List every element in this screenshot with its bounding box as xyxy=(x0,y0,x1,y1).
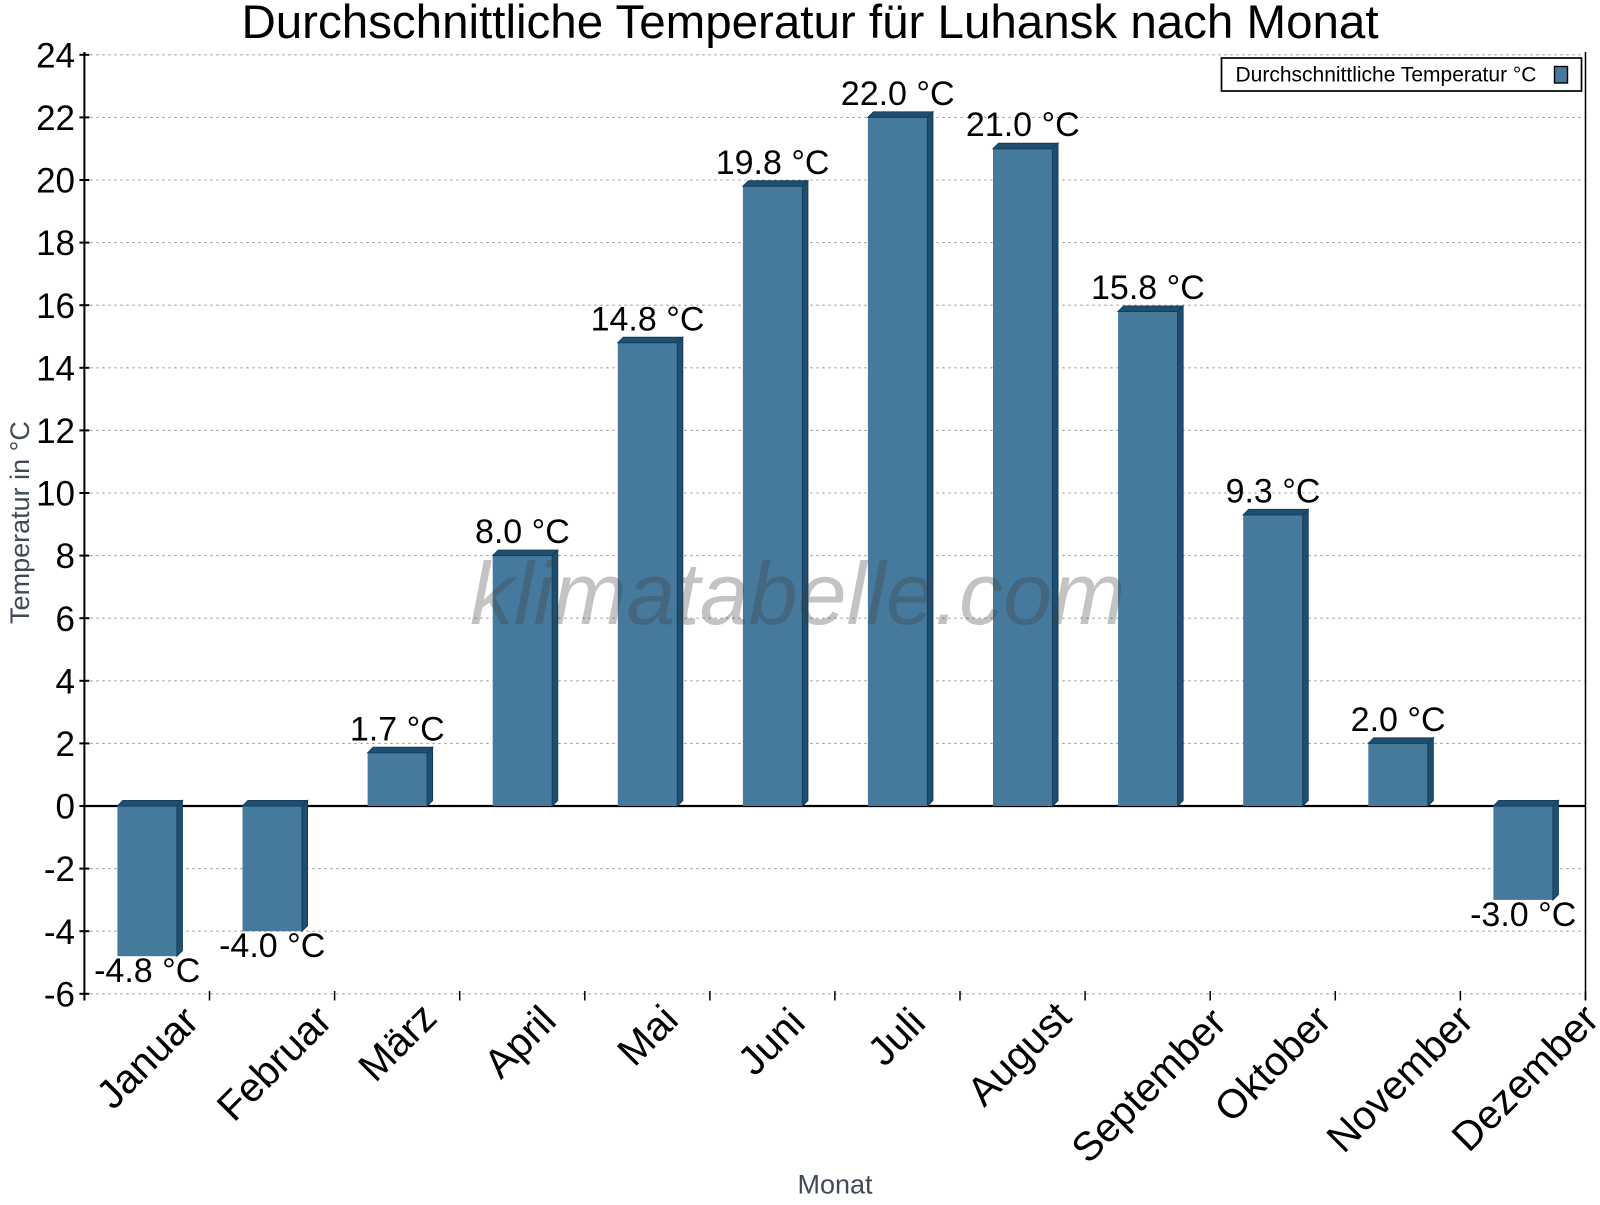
svg-text:0: 0 xyxy=(56,788,75,827)
svg-text:-4.0 °C: -4.0 °C xyxy=(219,927,325,965)
svg-text:10: 10 xyxy=(36,475,75,514)
svg-text:Temperatur in °C: Temperatur in °C xyxy=(5,421,35,624)
svg-text:Durchschnittliche Temperatur f: Durchschnittliche Temperatur für Luhansk… xyxy=(241,0,1378,49)
svg-text:2: 2 xyxy=(56,725,75,764)
svg-text:12: 12 xyxy=(36,412,75,451)
svg-text:14: 14 xyxy=(36,349,75,388)
svg-text:16: 16 xyxy=(36,287,75,326)
svg-text:20: 20 xyxy=(36,162,75,201)
svg-text:klimatabelle.com: klimatabelle.com xyxy=(470,544,1125,643)
svg-text:24: 24 xyxy=(36,36,75,75)
svg-text:8: 8 xyxy=(56,537,75,576)
svg-text:9.3 °C: 9.3 °C xyxy=(1226,472,1321,510)
svg-text:15.8 °C: 15.8 °C xyxy=(1091,269,1205,307)
svg-text:22.0 °C: 22.0 °C xyxy=(841,75,955,113)
svg-text:19.8 °C: 19.8 °C xyxy=(716,144,830,182)
svg-text:Durchschnittliche Temperatur °: Durchschnittliche Temperatur °C xyxy=(1236,64,1537,87)
svg-text:-6: -6 xyxy=(44,975,75,1014)
svg-text:21.0 °C: 21.0 °C xyxy=(966,106,1080,144)
svg-text:18: 18 xyxy=(36,224,75,263)
svg-text:1.7 °C: 1.7 °C xyxy=(350,710,445,748)
svg-text:22: 22 xyxy=(36,99,75,138)
svg-text:-2: -2 xyxy=(44,850,75,889)
svg-text:4: 4 xyxy=(56,662,75,701)
svg-text:2.0 °C: 2.0 °C xyxy=(1351,701,1446,739)
svg-text:6: 6 xyxy=(56,600,75,639)
svg-text:14.8 °C: 14.8 °C xyxy=(591,300,705,338)
svg-text:-4.8 °C: -4.8 °C xyxy=(94,952,200,990)
svg-text:Monat: Monat xyxy=(797,1170,873,1200)
svg-text:-3.0 °C: -3.0 °C xyxy=(1470,896,1576,934)
svg-text:-4: -4 xyxy=(44,913,75,952)
svg-text:8.0 °C: 8.0 °C xyxy=(475,513,570,551)
